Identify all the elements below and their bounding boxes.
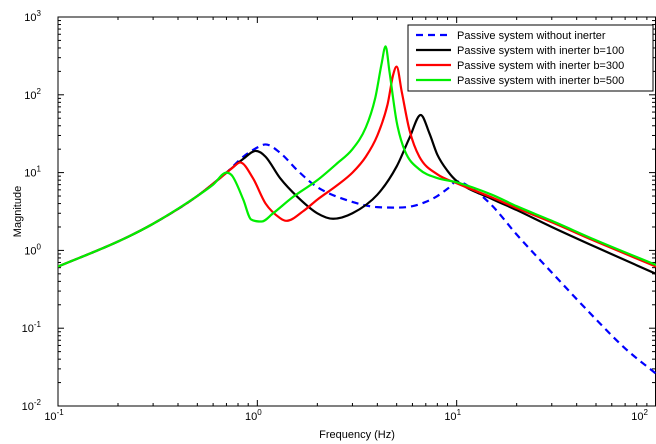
y-tick-base: 10 [24, 245, 36, 257]
y-tick-exponent: 0 [37, 242, 42, 251]
y-tick-exponent: 3 [37, 9, 42, 18]
legend-entry: Passive system without inerter [457, 30, 606, 42]
x-tick-base: 10 [444, 411, 456, 423]
legend-entry: Passive system with inerter b=300 [457, 60, 624, 72]
legend-entry: Passive system with inerter b=100 [457, 45, 624, 57]
x-tick-label: 102 [631, 408, 648, 423]
y-tick-label: 10-2 [22, 398, 42, 413]
x-tick-exponent: 0 [257, 408, 262, 417]
y-tick-base: 10 [24, 90, 36, 102]
x-tick-base: 10 [631, 411, 643, 423]
x-tick-label: 101 [444, 408, 461, 423]
x-tick-base: 10 [245, 411, 257, 423]
series-line-4 [58, 45, 656, 268]
y-tick-label: 103 [24, 9, 41, 24]
x-tick-label: 10-1 [44, 408, 64, 423]
x-tick-exponent: 1 [457, 408, 462, 417]
series-line-3 [58, 65, 656, 268]
y-tick-exponent: -1 [34, 320, 42, 329]
y-tick-base: 10 [24, 12, 36, 24]
y-tick-base: 10 [22, 323, 34, 335]
y-tick-label: 100 [24, 242, 41, 257]
y-tick-base: 10 [24, 168, 36, 180]
x-tick-exponent: 2 [644, 408, 649, 417]
y-tick-exponent: 1 [37, 165, 42, 174]
x-tick-base: 10 [44, 411, 56, 423]
x-tick-exponent: -1 [57, 408, 65, 417]
x-axis-label: Frequency (Hz) [319, 429, 395, 441]
y-tick-label: 101 [24, 165, 41, 180]
y-tick-base: 10 [22, 401, 34, 413]
legend: Passive system without inerter Passive sy… [407, 24, 654, 92]
x-tick-label: 100 [245, 408, 262, 423]
y-tick-label: 10-1 [22, 320, 42, 335]
y-axis-label: Magnitude [12, 186, 24, 237]
y-tick-exponent: 2 [37, 87, 42, 96]
y-tick-label: 102 [24, 87, 41, 102]
legend-entry: Passive system with inerter b=500 [457, 75, 624, 87]
y-tick-exponent: -2 [34, 398, 42, 407]
series-layer [58, 45, 656, 375]
